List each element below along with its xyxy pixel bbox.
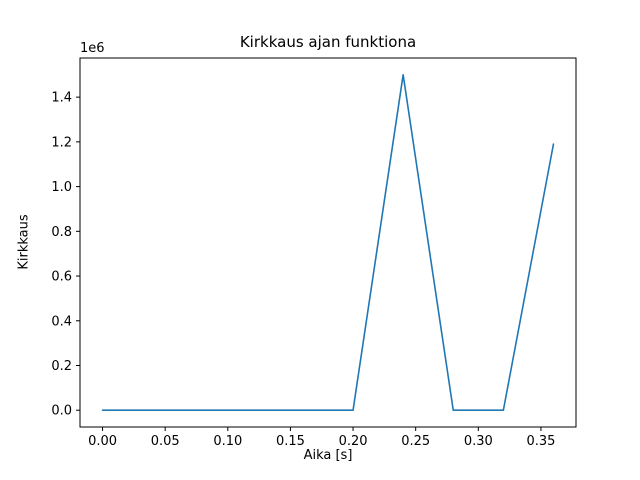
x-tick-label: 0.15 — [276, 434, 305, 449]
y-tick-label: 0.0 — [51, 404, 72, 419]
y-axis-offset-label: 1e6 — [80, 41, 105, 56]
y-tick-label: 1.0 — [51, 180, 72, 195]
x-tick-label: 0.00 — [88, 434, 117, 449]
x-tick-label: 0.20 — [339, 434, 368, 449]
y-tick-label: 0.6 — [51, 270, 72, 285]
x-tick-label: 0.10 — [213, 434, 242, 449]
y-tick-label: 0.4 — [51, 314, 72, 329]
y-tick-label: 0.2 — [51, 359, 72, 374]
y-tick-label: 1.4 — [51, 91, 72, 106]
y-tick-label: 1.2 — [51, 135, 72, 150]
x-tick-label: 0.30 — [464, 434, 493, 449]
y-tick-label: 0.8 — [51, 225, 72, 240]
axes-frame — [79, 57, 577, 428]
x-tick-label: 0.25 — [401, 434, 430, 449]
chart-title: Kirkkaus ajan funktiona — [239, 33, 417, 51]
x-tick-label: 0.05 — [151, 434, 180, 449]
x-tick-label: 0.35 — [526, 434, 555, 449]
data-line-series — [101, 73, 555, 412]
x-axis-label: Aika [s] — [303, 448, 353, 463]
